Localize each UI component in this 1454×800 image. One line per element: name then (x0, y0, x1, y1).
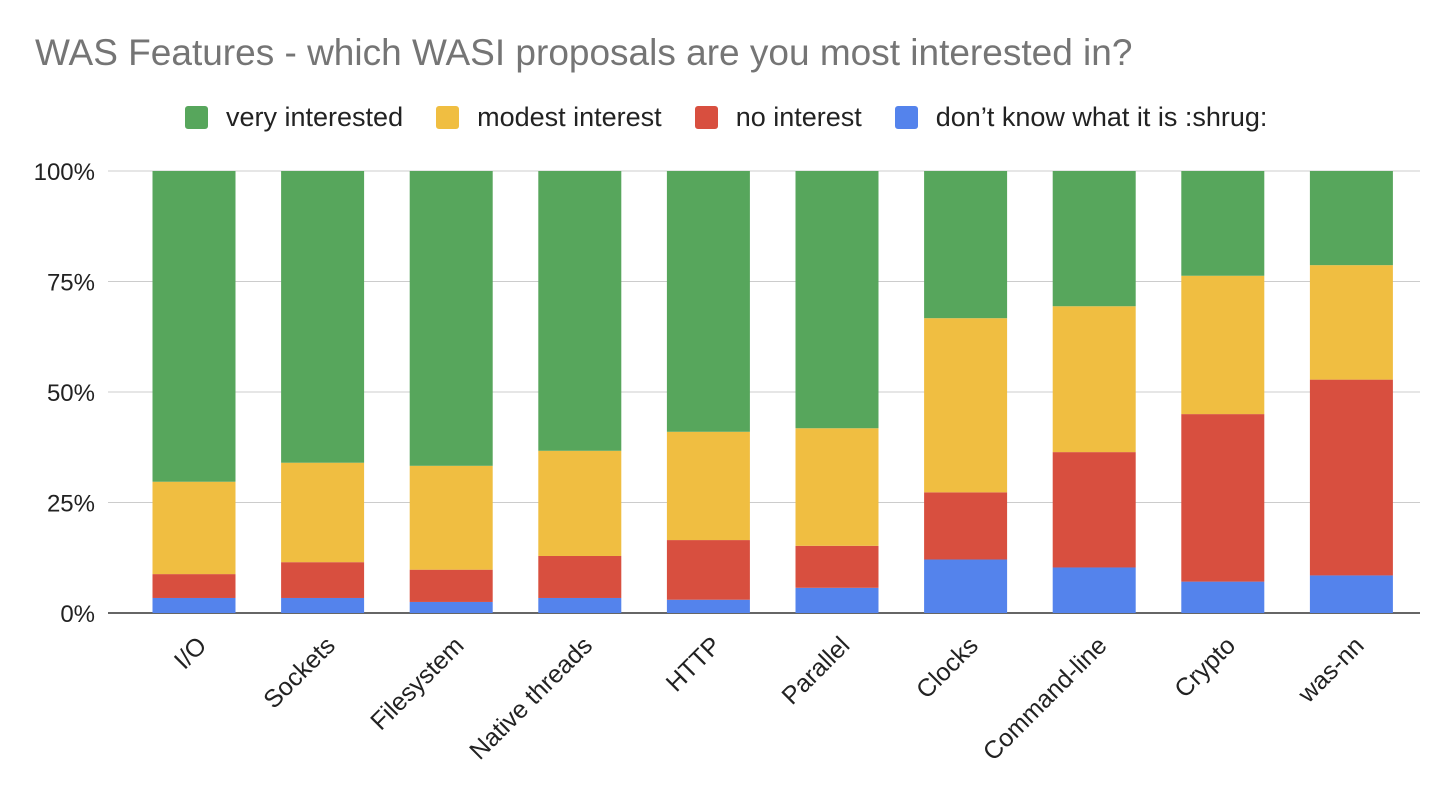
y-tick-label-100: 100% (34, 159, 95, 186)
y-tick-label-0: 0% (60, 601, 95, 628)
bar-i-o-very-interested (152, 171, 236, 482)
legend-label-modest-interest: modest interest (477, 101, 662, 132)
bar-was-nn-no-interest (1309, 379, 1393, 576)
bar-filesystem-no-interest (409, 569, 493, 602)
bar-sockets-very-interested (281, 171, 365, 463)
legend-label-very-interested: very interested (226, 101, 404, 132)
bar-was-nn-don-t-know-what-it-is-shrug (1309, 575, 1393, 613)
x-tick-label-command-line: Command-line (978, 631, 1113, 766)
bar-clocks-very-interested (924, 171, 1008, 319)
bar-filesystem-very-interested (409, 171, 493, 466)
bar-clocks-modest-interest (924, 318, 1008, 493)
bar-native-threads-very-interested (538, 171, 622, 451)
bar-i-o-modest-interest (152, 481, 236, 575)
x-tick-label-http: HTTP (661, 631, 727, 697)
y-tick-label-75: 75% (47, 270, 95, 297)
bar-command-line-no-interest (1052, 452, 1136, 568)
bar-command-line-modest-interest (1052, 306, 1136, 453)
bar-was-nn-very-interested (1309, 171, 1393, 266)
bar-clocks-no-interest (924, 492, 1008, 560)
bar-native-threads-no-interest (538, 555, 622, 598)
bar-crypto-modest-interest (1181, 275, 1265, 415)
bar-command-line-don-t-know-what-it-is-shrug (1052, 567, 1136, 613)
bar-filesystem-modest-interest (409, 465, 493, 570)
bar-sockets-don-t-know-what-it-is-shrug (281, 597, 365, 613)
x-tick-label-was-nn: was-nn (1292, 631, 1369, 708)
legend-swatch-dont-know (894, 105, 918, 129)
x-tick-label-i-o: I/O (169, 631, 212, 674)
bar-http-no-interest (666, 540, 750, 600)
chart-title: WAS Features - which WASI proposals are … (35, 32, 1133, 73)
bar-parallel-very-interested (795, 171, 879, 429)
legend-item-no-interest: no interest (694, 101, 862, 133)
bar-crypto-no-interest (1181, 414, 1265, 582)
legend-label-dont-know: don’t know what it is :shrug: (935, 101, 1268, 132)
bar-crypto-don-t-know-what-it-is-shrug (1181, 581, 1265, 613)
legend-label-no-interest: no interest (735, 101, 862, 132)
legend-item-dont-know: don’t know what it is :shrug: (894, 101, 1268, 133)
bar-parallel-no-interest (795, 545, 879, 588)
bar-filesystem-don-t-know-what-it-is-shrug (409, 601, 493, 613)
y-tick-label-50: 50% (47, 380, 95, 407)
legend-item-very-interested: very interested (185, 102, 403, 133)
bar-clocks-don-t-know-what-it-is-shrug (924, 559, 1008, 613)
bar-parallel-don-t-know-what-it-is-shrug (795, 587, 879, 613)
x-tick-label-crypto: Crypto (1169, 631, 1241, 703)
x-tick-label-sockets: Sockets (258, 631, 341, 714)
x-tick-label-parallel: Parallel (776, 631, 855, 710)
bar-crypto-very-interested (1181, 171, 1265, 276)
bar-sockets-no-interest (281, 562, 365, 598)
legend: very interested modest interest no inter… (185, 100, 1300, 134)
bar-i-o-don-t-know-what-it-is-shrug (152, 597, 236, 613)
bar-native-threads-modest-interest (538, 450, 622, 556)
bar-http-modest-interest (666, 431, 750, 541)
bar-native-threads-don-t-know-what-it-is-shrug (538, 597, 622, 613)
legend-swatch-no-interest (694, 105, 718, 129)
y-tick-label-25: 25% (47, 491, 95, 518)
bar-i-o-no-interest (152, 574, 236, 598)
x-tick-label-clocks: Clocks (911, 631, 984, 704)
legend-swatch-very-interested (185, 105, 208, 129)
bar-command-line-very-interested (1052, 171, 1136, 307)
x-tick-label-native-threads: Native threads (464, 631, 598, 765)
x-tick-label-filesystem: Filesystem (365, 631, 469, 735)
bar-parallel-modest-interest (795, 428, 879, 546)
bar-was-nn-modest-interest (1309, 265, 1393, 380)
bar-sockets-modest-interest (281, 462, 365, 563)
legend-swatch-modest-interest (436, 105, 460, 129)
bar-http-don-t-know-what-it-is-shrug (666, 599, 750, 613)
bar-http-very-interested (666, 171, 750, 432)
legend-item-modest-interest: modest interest (436, 102, 662, 133)
